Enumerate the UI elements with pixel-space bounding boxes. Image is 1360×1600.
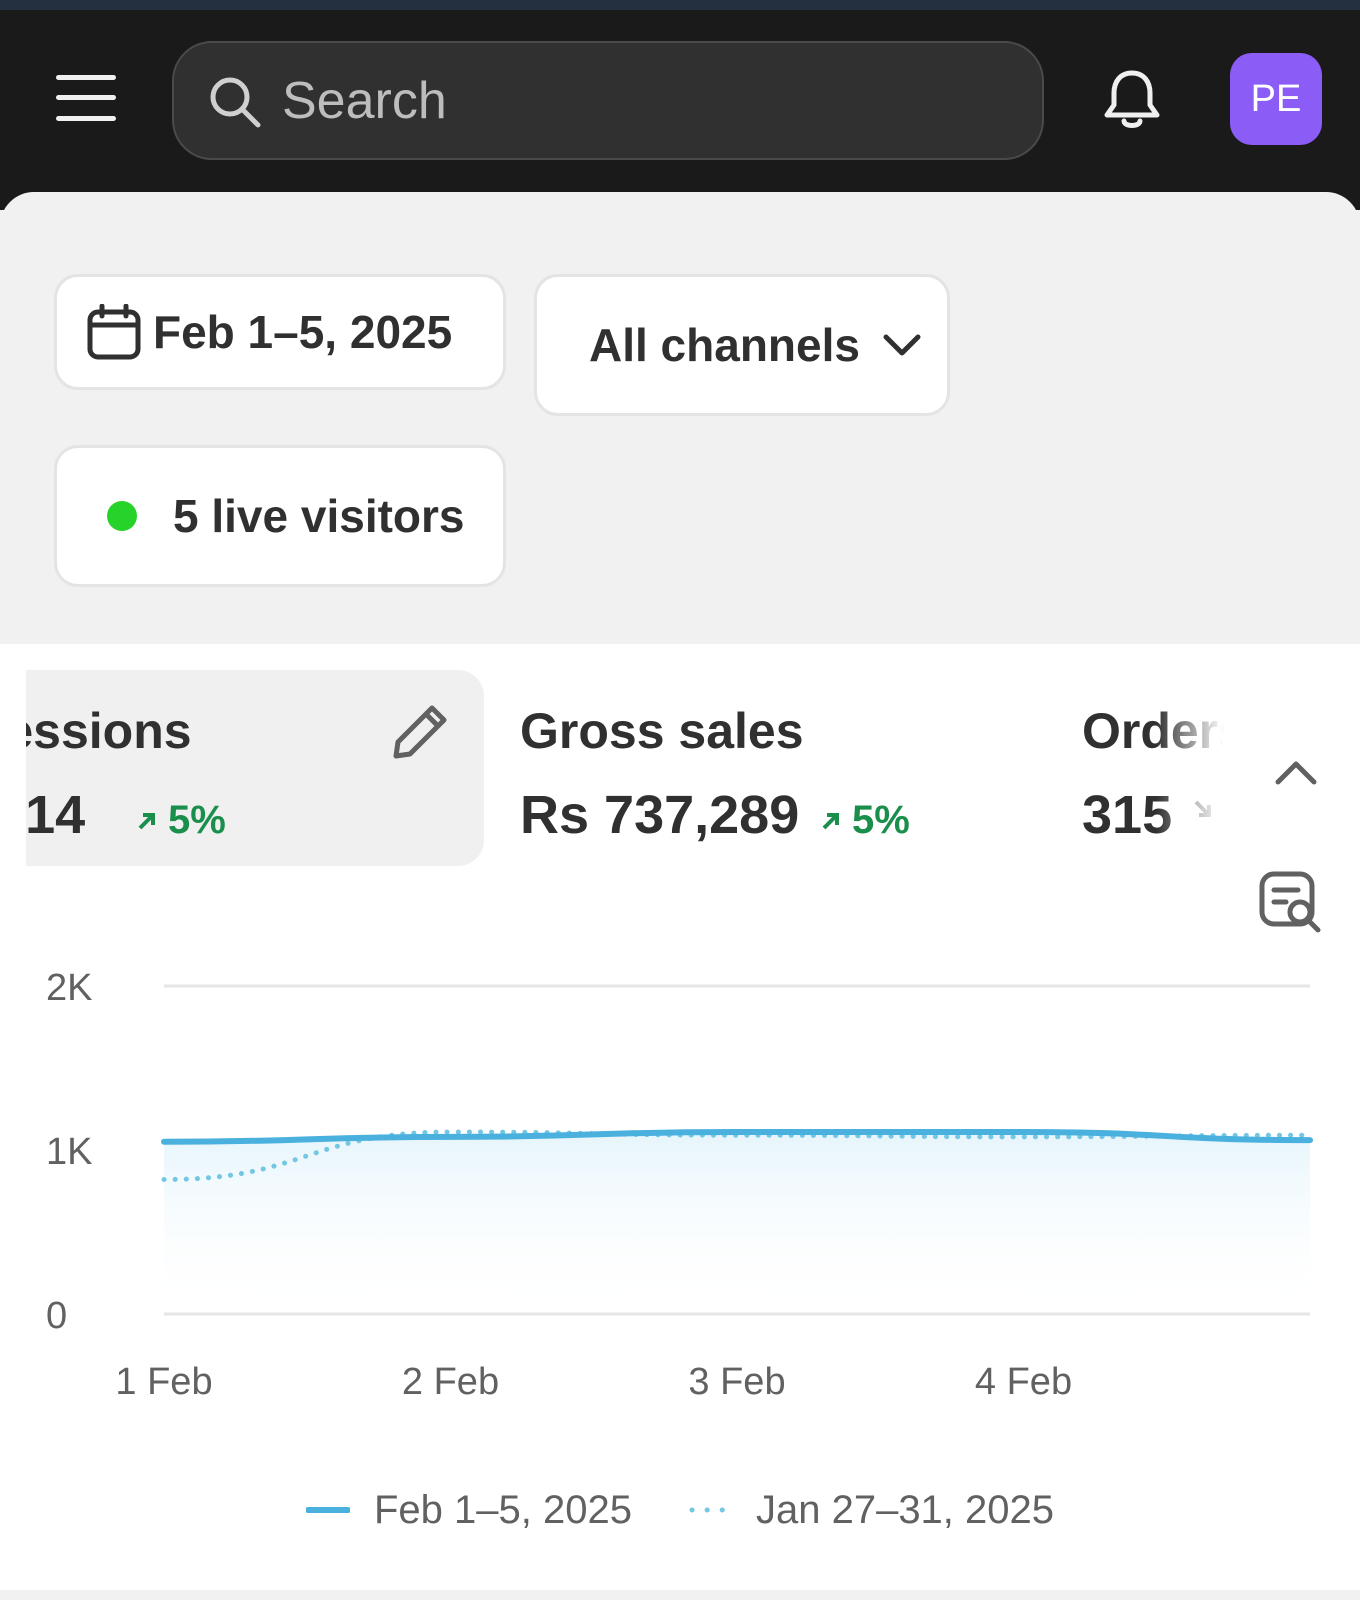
y-tick-label: 0: [46, 1295, 67, 1337]
x-tick-label: 4 Feb: [975, 1361, 1072, 1403]
metrics-strip[interactable]: Sessions 1,414 5% Gross sales Rs 737,289…: [26, 670, 1224, 866]
legend-label: Jan 27–31, 2025: [755, 1487, 1055, 1532]
analytics-card: Sessions 1,414 5% Gross sales Rs 737,289…: [0, 644, 1360, 1590]
pencil-icon[interactable]: [390, 702, 450, 762]
filter-panel: Feb 1–5, 2025 All channels 5 live visito…: [0, 192, 1360, 644]
window-edge: [0, 0, 1360, 10]
chart-legend: Feb 1–5, 2025 Jan 27–31, 2025: [0, 1480, 1360, 1540]
chevron-up-icon: [1275, 761, 1317, 785]
bell-icon: [1104, 70, 1160, 128]
scroll-fade: [1156, 670, 1224, 866]
metric-sessions[interactable]: Sessions 1,414 5%: [26, 670, 484, 866]
notifications-button[interactable]: [1098, 62, 1166, 138]
x-tick-label: 1 Feb: [115, 1361, 212, 1403]
top-bar: PE: [0, 0, 1360, 210]
live-visitors-label: 5 live visitors: [173, 490, 465, 542]
channels-label: All channels: [589, 319, 860, 371]
search-bar[interactable]: [172, 41, 1044, 160]
sessions-line-chart: 2K 1K 0 1 Feb 2 Feb 3 Feb 4 Feb: [46, 967, 1313, 1403]
date-range-button[interactable]: Feb 1–5, 2025: [54, 274, 506, 390]
explore-report-icon[interactable]: [1258, 870, 1322, 934]
arrow-up-right-icon: [822, 812, 839, 829]
live-visitors-button[interactable]: 5 live visitors: [54, 445, 506, 587]
metric-delta: 5%: [820, 798, 910, 843]
series-line-current: [161, 1128, 1313, 1145]
search-input[interactable]: [282, 70, 982, 131]
metric-title: Sessions: [26, 703, 192, 759]
dotted-line-swatch: [689, 1507, 732, 1513]
legend-label: Feb 1–5, 2025: [373, 1487, 632, 1532]
channels-dropdown[interactable]: All channels: [534, 274, 950, 416]
legend-item-previous[interactable]: Jan 27–31, 2025: [688, 1488, 1054, 1533]
hamburger-icon: [56, 75, 116, 121]
solid-line-swatch: [305, 1507, 350, 1513]
metric-title: Gross sales: [520, 703, 804, 759]
live-indicator-dot: [107, 501, 137, 531]
bottom-strip: [0, 1590, 1360, 1600]
series-line-previous: [161, 1129, 1313, 1183]
series-area-fill: [164, 1131, 1310, 1314]
calendar-icon: [87, 304, 143, 360]
menu-button[interactable]: [50, 62, 122, 134]
arrow-up-right-icon: [138, 812, 155, 829]
x-tick-label: 2 Feb: [402, 1361, 499, 1403]
metric-delta-value: 5%: [168, 798, 226, 842]
metric-delta: 5%: [136, 798, 226, 843]
search-icon: [206, 70, 268, 132]
metric-delta-value: 5%: [852, 798, 910, 842]
x-tick-label: 3 Feb: [688, 1361, 785, 1403]
collapse-button[interactable]: [1268, 744, 1324, 800]
y-tick-label: 1K: [46, 1131, 92, 1173]
avatar[interactable]: PE: [1230, 53, 1322, 145]
legend-item-current[interactable]: Feb 1–5, 2025: [305, 1487, 632, 1533]
y-tick-label: 2K: [46, 967, 92, 1009]
chevron-down-icon: [882, 332, 922, 358]
metric-gross-sales[interactable]: Gross sales Rs 737,289 5%: [520, 670, 1040, 866]
metric-value: 1,414: [26, 785, 86, 845]
metric-value: Rs 737,289: [520, 785, 800, 845]
date-range-label: Feb 1–5, 2025: [153, 306, 453, 358]
